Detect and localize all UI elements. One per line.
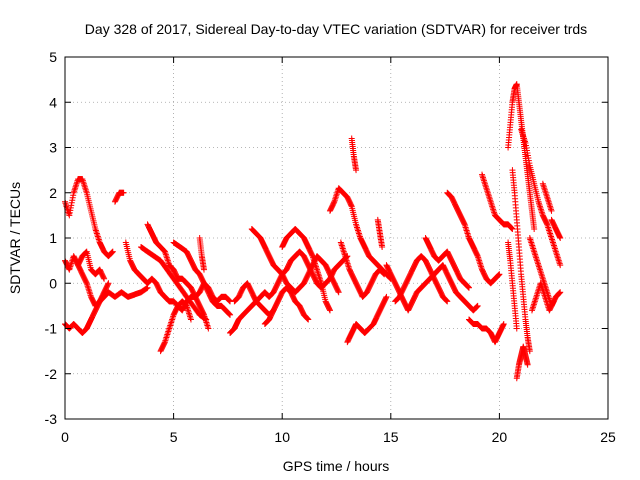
y-tick-label: 3	[49, 140, 57, 156]
data-point	[474, 302, 481, 309]
y-axis-label: SDTVAR / TECUs	[7, 182, 23, 294]
data-point	[201, 266, 208, 273]
axis-ticks: 0 5 10 15 20 25 -3 -2 -1 0 1 2 3 4 5	[45, 49, 616, 445]
x-tick-label: 10	[274, 429, 290, 445]
data-point	[143, 285, 150, 292]
data-point	[444, 298, 451, 305]
data-point	[548, 207, 555, 214]
data-point	[513, 325, 520, 332]
y-tick-label: -3	[45, 411, 58, 427]
y-tick-label: -2	[45, 366, 58, 382]
data-point	[143, 285, 150, 292]
y-tick-label: 4	[49, 94, 57, 110]
data-point	[201, 315, 208, 322]
data-point	[353, 167, 360, 174]
x-tick-label: 25	[600, 429, 616, 445]
data-point	[465, 284, 472, 291]
data-point	[101, 275, 108, 282]
data-point	[305, 316, 312, 323]
x-axis-label: GPS time / hours	[283, 458, 390, 474]
data-point	[557, 262, 564, 269]
y-tick-label: 2	[49, 185, 57, 201]
data-point	[557, 235, 564, 241]
data-point	[379, 244, 386, 251]
y-tick-label: 5	[49, 49, 57, 65]
data-point	[509, 225, 516, 232]
x-tick-label: 5	[170, 429, 178, 445]
data-point	[381, 271, 388, 278]
data-point	[326, 307, 333, 314]
data-point	[105, 280, 112, 287]
data-point	[383, 293, 390, 300]
data-point	[202, 315, 209, 322]
x-tick-label: 20	[492, 429, 508, 445]
data-point	[526, 348, 533, 355]
data-point	[203, 316, 210, 323]
y-tick-label: 1	[49, 230, 57, 246]
y-tick-label: -1	[45, 321, 58, 337]
data-point	[496, 271, 503, 278]
data-point	[500, 320, 507, 327]
data-point	[550, 298, 557, 305]
data-point	[205, 325, 212, 332]
data-point	[227, 311, 234, 318]
data-point	[120, 189, 127, 196]
chart-title: Day 328 of 2017, Sidereal Day-to-day VTE…	[85, 21, 587, 37]
x-tick-label: 15	[383, 429, 399, 445]
data-point	[187, 316, 194, 323]
x-tick-label: 0	[61, 429, 69, 445]
data-point	[531, 225, 538, 232]
y-tick-label: 0	[49, 275, 57, 291]
data-point	[524, 361, 531, 368]
data-point	[335, 289, 342, 296]
data-points	[62, 81, 564, 382]
data-point	[557, 289, 564, 296]
data-point	[109, 248, 116, 255]
